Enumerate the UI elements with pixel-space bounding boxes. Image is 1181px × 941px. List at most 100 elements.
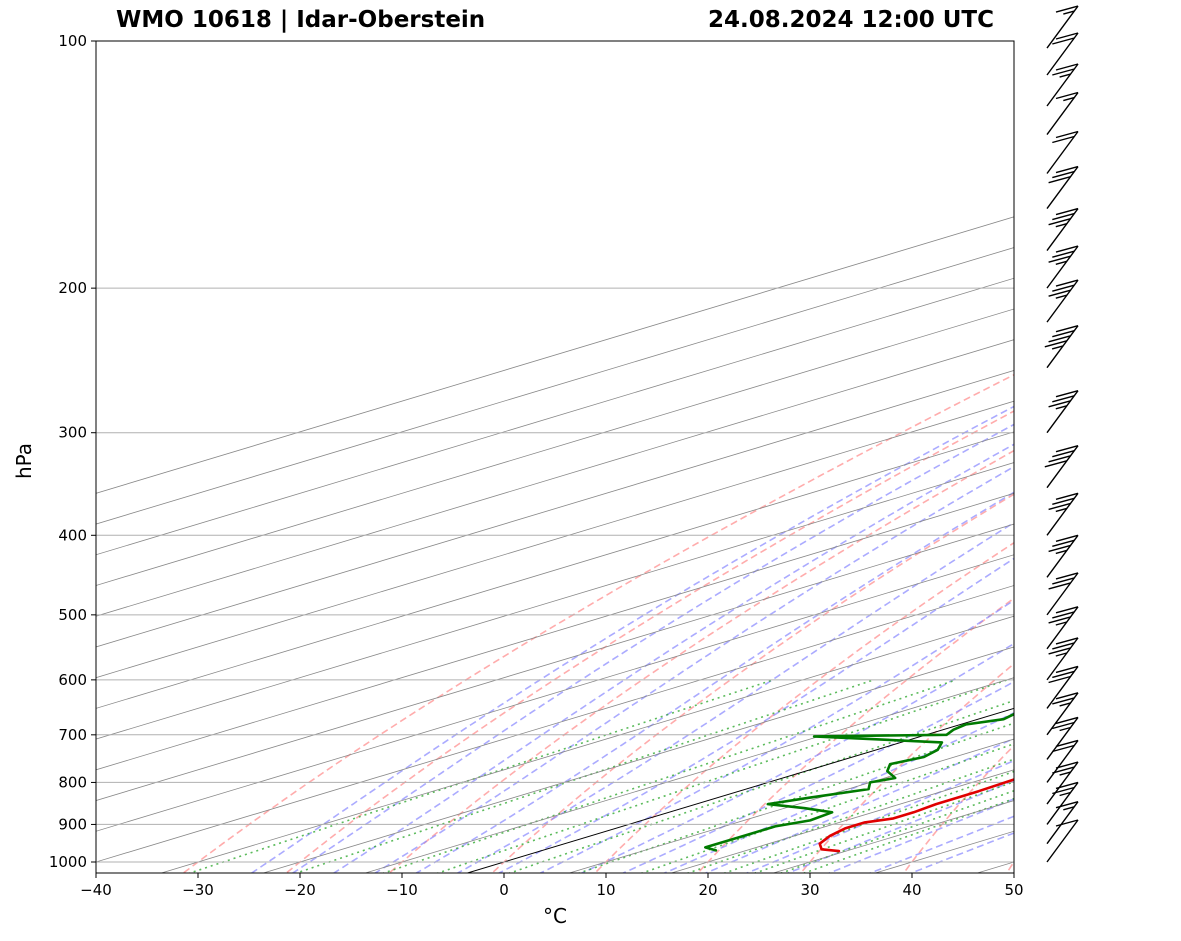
dry-adiabat (285, 410, 1014, 873)
y-tick-label: 200 (58, 279, 87, 297)
moist-adiabat (250, 405, 1014, 873)
wind-barb-flag (1052, 670, 1075, 679)
wind-barb (1046, 245, 1079, 289)
wind-barb-half-flag (1063, 806, 1075, 811)
wind-barb-half-flag (1055, 294, 1067, 299)
wind-barbs (1044, 5, 1079, 863)
x-tick-label: 30 (800, 881, 819, 899)
wind-barb-flag (1055, 63, 1079, 71)
wind-barb (1046, 572, 1079, 616)
axes: −40 −30 −20 −10 0 10 20 30 40 50 100 200 300 400 500 60… (49, 32, 1024, 899)
mixing-ratio-line (293, 679, 874, 873)
mixing-ratio-line (722, 770, 1014, 873)
wind-barb (1046, 761, 1079, 805)
wind-barb-flag (1055, 761, 1079, 769)
y-tick-label: 400 (58, 526, 87, 544)
x-tick-label: 20 (698, 881, 717, 899)
wind-barb-flag (1052, 135, 1075, 144)
isotherm (96, 585, 1014, 863)
wind-barb-shaft (1046, 5, 1079, 49)
wind-barb-shaft (1046, 390, 1079, 434)
wind-barb (1046, 739, 1079, 783)
isotherm (96, 462, 1014, 740)
plot-frame (95, 40, 1015, 874)
wind-barb-flag (1052, 497, 1075, 505)
wind-barb-half-flag (1051, 345, 1064, 350)
wind-barb-flag (1048, 647, 1071, 655)
dry-adiabat (182, 373, 1014, 873)
dry-adiabat (388, 449, 1014, 873)
wind-barb-shaft (1046, 32, 1079, 76)
x-tick-label: 40 (902, 881, 921, 899)
wind-barb-flag (1052, 744, 1075, 753)
wind-barb (1046, 692, 1079, 736)
moist-adiabat (373, 465, 1014, 873)
wind-barb (1046, 606, 1079, 650)
wind-barb-flag (1048, 335, 1071, 343)
wind-barb-flag (1055, 606, 1079, 614)
wind-barb-flag (1055, 492, 1079, 500)
x-tick-label: 0 (499, 881, 509, 899)
mixing-ratio-line (752, 780, 1014, 873)
moist-adiabat (414, 491, 1014, 873)
y-axis-label: hPa (12, 443, 36, 479)
wind-barb (1046, 63, 1079, 107)
y-tick-label: 100 (58, 32, 87, 50)
wind-barb-flag (1052, 642, 1075, 650)
wind-barb (1046, 637, 1079, 681)
wind-barb-shaft (1046, 717, 1079, 760)
moist-adiabat (456, 521, 1014, 873)
wind-barb-shaft (1046, 166, 1079, 209)
wind-barb-flag (1048, 400, 1071, 408)
wind-barb-shaft (1046, 92, 1079, 135)
x-tick-label: −30 (182, 881, 214, 899)
moist-adiabat (538, 599, 1014, 873)
wind-barb-flag (1055, 165, 1079, 174)
wind-barb-flag (1055, 534, 1079, 542)
moist-adiabat (909, 832, 1014, 873)
wind-barb-flag (1055, 819, 1079, 827)
wind-barb-flag (1052, 330, 1075, 338)
wind-barb (1046, 492, 1079, 536)
wind-barb (1046, 207, 1079, 251)
wind-barb-half-flag (1063, 10, 1075, 15)
wind-barb-shaft (1046, 819, 1079, 863)
isotherm (96, 216, 1014, 494)
wind-barb-half-flag (1055, 621, 1067, 626)
dry-adiabat (799, 662, 1014, 873)
mixing-ratio-line (381, 679, 957, 873)
wind-barb-flag (1052, 68, 1075, 76)
wind-barb-half-flag (1055, 260, 1067, 265)
wind-barb-flag (1055, 572, 1079, 580)
wind-barb-flag (1055, 739, 1079, 748)
dewpoint-profile (704, 712, 1014, 852)
wind-barb-half-flag (1055, 507, 1067, 513)
wind-barb-half-flag (1059, 771, 1071, 776)
wind-barb-flag (1052, 250, 1075, 258)
wind-barb-flag (1055, 279, 1079, 287)
wind-barb-shaft (1046, 665, 1079, 709)
moist-adiabat (827, 798, 1014, 873)
mixing-ratio-line (507, 699, 1014, 873)
mixing-ratio-line (639, 742, 1014, 873)
isotherm (160, 615, 1014, 873)
isotherm (96, 277, 1014, 556)
x-tick-label: −20 (284, 881, 316, 899)
wind-barb-flag (1055, 91, 1079, 100)
wind-barb-half-flag (1059, 73, 1071, 78)
y-tick-label: 700 (58, 726, 87, 744)
isotherm (96, 247, 1014, 525)
moist-adiabat (745, 759, 1014, 873)
wind-barb-shaft (1046, 637, 1079, 681)
wind-barb (1046, 130, 1079, 174)
wind-barb-flag (1048, 255, 1071, 263)
y-tick-label: 900 (58, 815, 87, 833)
wind-barb-flag (1052, 577, 1075, 585)
temperature-profile (818, 778, 1014, 853)
y-tick-label: 800 (58, 773, 87, 791)
moist-adiabat (703, 737, 1014, 873)
wind-barb-shaft (1046, 445, 1079, 489)
wind-barb-shaft (1046, 63, 1079, 107)
wind-barb-flag (1044, 340, 1067, 348)
wind-barb-half-flag (1055, 223, 1067, 228)
